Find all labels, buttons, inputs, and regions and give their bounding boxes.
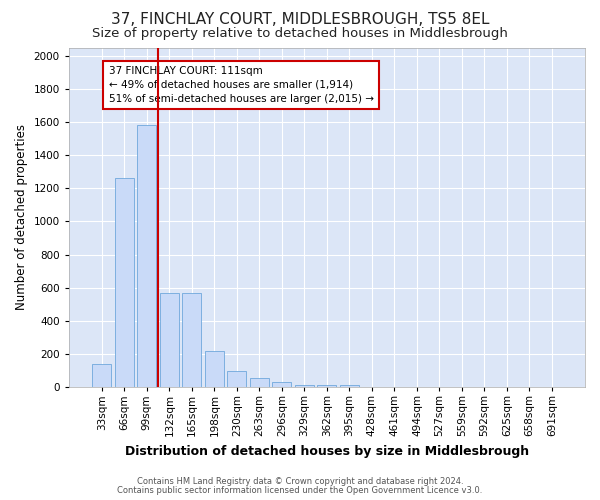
Text: Contains public sector information licensed under the Open Government Licence v3: Contains public sector information licen…: [118, 486, 482, 495]
Bar: [160, 292, 179, 387]
Bar: [205, 350, 224, 387]
Text: Size of property relative to detached houses in Middlesbrough: Size of property relative to detached ho…: [92, 28, 508, 40]
Bar: [340, 386, 359, 387]
Bar: [295, 384, 314, 387]
Bar: [250, 378, 269, 387]
Bar: [272, 382, 292, 387]
Bar: [182, 292, 202, 387]
Bar: [227, 370, 247, 387]
Text: 37, FINCHLAY COURT, MIDDLESBROUGH, TS5 8EL: 37, FINCHLAY COURT, MIDDLESBROUGH, TS5 8…: [111, 12, 489, 28]
Text: Contains HM Land Registry data © Crown copyright and database right 2024.: Contains HM Land Registry data © Crown c…: [137, 477, 463, 486]
Bar: [115, 178, 134, 387]
Y-axis label: Number of detached properties: Number of detached properties: [15, 124, 28, 310]
X-axis label: Distribution of detached houses by size in Middlesbrough: Distribution of detached houses by size …: [125, 444, 529, 458]
Bar: [137, 126, 157, 387]
Bar: [317, 386, 337, 387]
Text: 37 FINCHLAY COURT: 111sqm
← 49% of detached houses are smaller (1,914)
51% of se: 37 FINCHLAY COURT: 111sqm ← 49% of detac…: [109, 66, 374, 104]
Bar: [92, 364, 112, 387]
